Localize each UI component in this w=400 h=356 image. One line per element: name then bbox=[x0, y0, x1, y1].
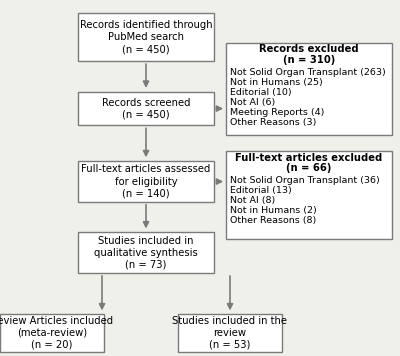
Text: Full-text articles assessed: Full-text articles assessed bbox=[81, 164, 211, 174]
Text: Records identified through: Records identified through bbox=[80, 20, 212, 30]
Text: Records screened: Records screened bbox=[102, 98, 190, 108]
FancyBboxPatch shape bbox=[78, 232, 214, 273]
Text: (n = 66): (n = 66) bbox=[286, 163, 332, 173]
Text: Studies included in: Studies included in bbox=[98, 236, 194, 246]
FancyBboxPatch shape bbox=[78, 92, 214, 126]
Text: (n = 73): (n = 73) bbox=[125, 260, 167, 270]
Text: review: review bbox=[214, 328, 246, 338]
Text: Editorial (10): Editorial (10) bbox=[230, 88, 292, 97]
Text: (n = 20): (n = 20) bbox=[31, 340, 73, 350]
Text: Studies included in the: Studies included in the bbox=[172, 316, 288, 326]
Text: for eligibility: for eligibility bbox=[115, 177, 177, 187]
Text: (n = 140): (n = 140) bbox=[122, 189, 170, 199]
FancyBboxPatch shape bbox=[78, 13, 214, 61]
Text: (n = 450): (n = 450) bbox=[122, 110, 170, 120]
Text: Not Solid Organ Transplant (263): Not Solid Organ Transplant (263) bbox=[230, 68, 386, 77]
Text: Meeting Reports (4): Meeting Reports (4) bbox=[230, 108, 324, 117]
Text: (n = 53): (n = 53) bbox=[209, 340, 251, 350]
FancyBboxPatch shape bbox=[178, 314, 282, 352]
FancyBboxPatch shape bbox=[0, 314, 104, 352]
Text: Not AI (8): Not AI (8) bbox=[230, 196, 275, 205]
Text: (meta-review): (meta-review) bbox=[17, 328, 87, 338]
FancyBboxPatch shape bbox=[226, 151, 392, 239]
Text: Editorial (13): Editorial (13) bbox=[230, 186, 292, 195]
Text: Other Reasons (3): Other Reasons (3) bbox=[230, 117, 316, 127]
Text: Review Articles included: Review Articles included bbox=[0, 316, 113, 326]
Text: Full-text articles excluded: Full-text articles excluded bbox=[235, 153, 383, 163]
Text: Not AI (6): Not AI (6) bbox=[230, 98, 275, 107]
Text: qualitative synthesis: qualitative synthesis bbox=[94, 248, 198, 258]
Text: PubMed search: PubMed search bbox=[108, 32, 184, 42]
Text: Not Solid Organ Transplant (36): Not Solid Organ Transplant (36) bbox=[230, 176, 380, 185]
Text: (n = 450): (n = 450) bbox=[122, 44, 170, 54]
Text: Not in Humans (25): Not in Humans (25) bbox=[230, 78, 323, 87]
FancyBboxPatch shape bbox=[78, 161, 214, 202]
FancyBboxPatch shape bbox=[226, 43, 392, 135]
Text: (n = 310): (n = 310) bbox=[283, 55, 335, 65]
Text: Records excluded: Records excluded bbox=[259, 44, 359, 54]
Text: Not in Humans (2): Not in Humans (2) bbox=[230, 206, 317, 215]
Text: Other Reasons (8): Other Reasons (8) bbox=[230, 216, 316, 225]
